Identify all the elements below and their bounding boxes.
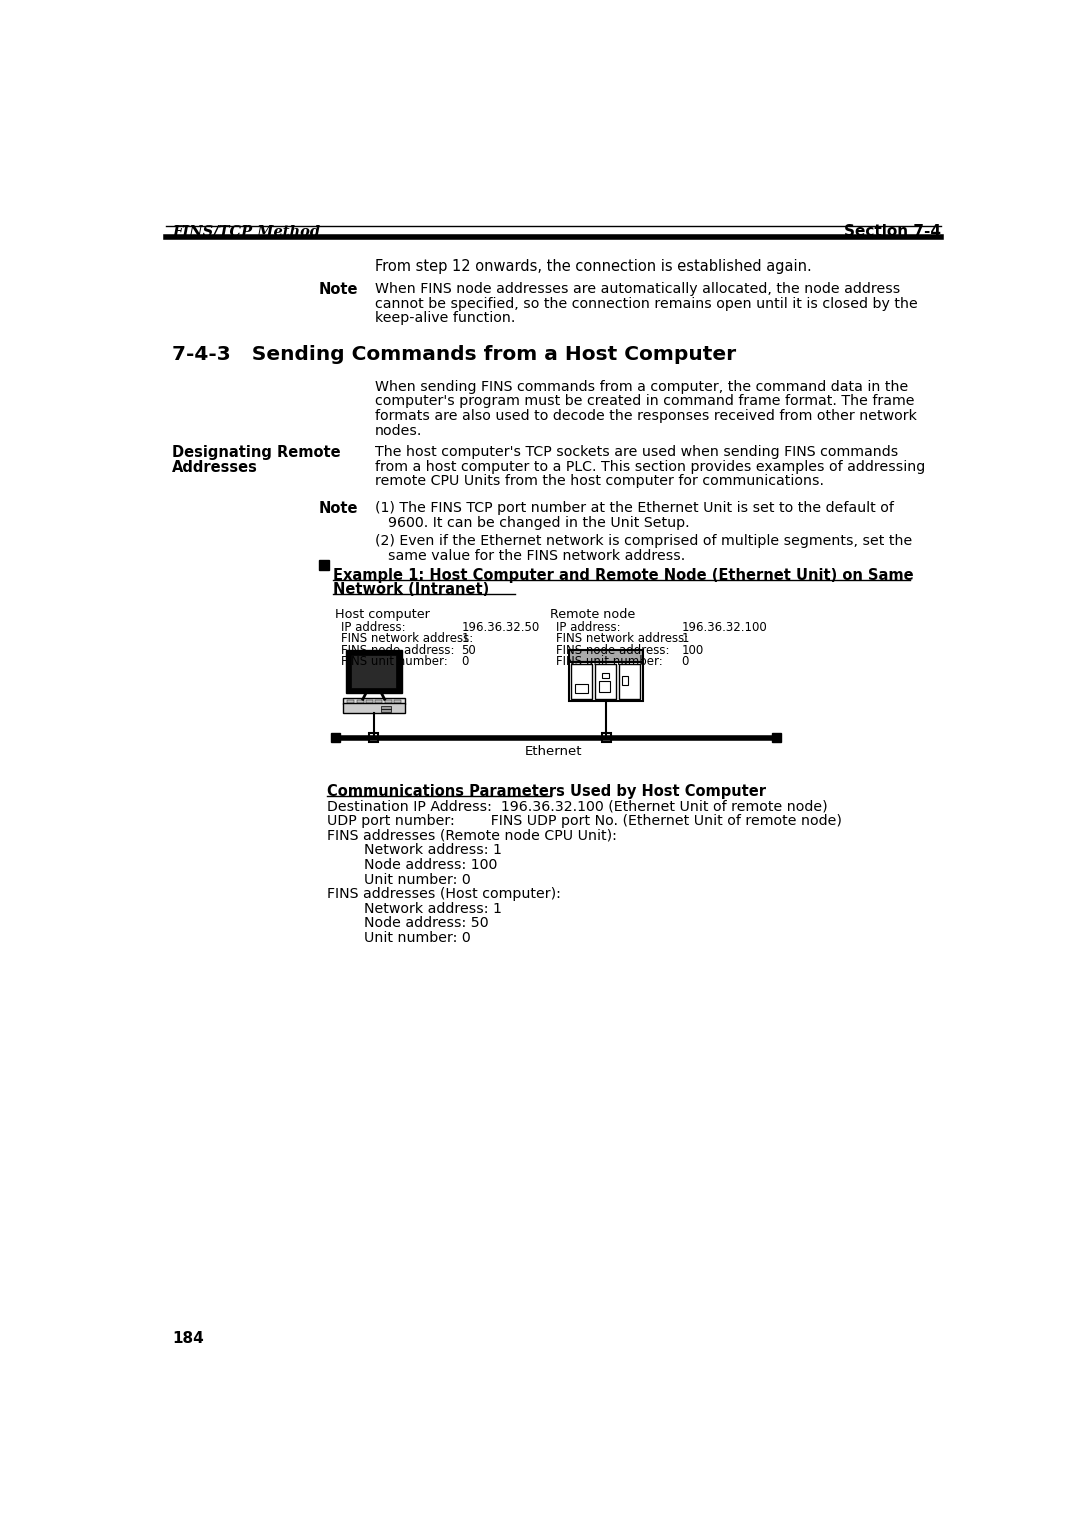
Text: Network address: 1: Network address: 1	[364, 902, 501, 915]
Text: Remote node: Remote node	[550, 608, 635, 622]
Text: FINS unit number:: FINS unit number:	[341, 656, 448, 668]
Text: FINS network address:: FINS network address:	[341, 633, 473, 645]
Text: Addresses: Addresses	[172, 460, 258, 475]
Text: keep-alive function.: keep-alive function.	[375, 312, 515, 325]
Bar	[342, 698, 405, 704]
Text: Network (Intranet): Network (Intranet)	[333, 582, 489, 597]
Bar	[366, 700, 373, 703]
Bar	[569, 662, 644, 701]
Text: FINS addresses (Host computer):: FINS addresses (Host computer):	[327, 888, 562, 902]
Text: nodes.: nodes.	[375, 423, 422, 437]
Text: The host computer's TCP sockets are used when sending FINS commands: The host computer's TCP sockets are used…	[375, 445, 899, 458]
Text: When sending FINS commands from a computer, the command data in the: When sending FINS commands from a comput…	[375, 380, 908, 394]
Text: Host computer: Host computer	[335, 608, 430, 622]
Bar	[384, 700, 392, 703]
Bar	[319, 559, 328, 570]
Bar	[570, 663, 592, 700]
Text: (1) The FINS TCP port number at the Ethernet Unit is set to the default of: (1) The FINS TCP port number at the Ethe…	[375, 501, 894, 515]
Text: Unit number: 0: Unit number: 0	[364, 931, 471, 944]
Text: FINS addresses (Remote node CPU Unit):: FINS addresses (Remote node CPU Unit):	[327, 828, 617, 842]
Text: When FINS node addresses are automatically allocated, the node address: When FINS node addresses are automatical…	[375, 283, 901, 296]
Bar	[381, 709, 391, 712]
Text: 9600. It can be changed in the Unit Setup.: 9600. It can be changed in the Unit Setu…	[389, 516, 690, 530]
Text: remote CPU Units from the host computer for communications.: remote CPU Units from the host computer …	[375, 474, 824, 489]
Text: FINS node address:: FINS node address:	[556, 643, 670, 657]
Bar	[569, 649, 644, 662]
Text: Section 7-4: Section 7-4	[843, 223, 941, 238]
Text: 100: 100	[681, 643, 704, 657]
Bar	[342, 703, 405, 714]
Text: (2) Even if the Ethernet network is comprised of multiple segments, set the: (2) Even if the Ethernet network is comp…	[375, 535, 913, 549]
Text: FINS unit number:: FINS unit number:	[556, 656, 662, 668]
Text: computer's program must be created in command frame format. The frame: computer's program must be created in co…	[375, 394, 915, 408]
Text: formats are also used to decode the responses received from other network: formats are also used to decode the resp…	[375, 410, 917, 423]
Text: 50: 50	[461, 643, 476, 657]
Text: Designating Remote: Designating Remote	[172, 445, 341, 460]
Text: 0: 0	[681, 656, 689, 668]
Bar	[381, 706, 391, 709]
Text: 7-4-3   Sending Commands from a Host Computer: 7-4-3 Sending Commands from a Host Compu…	[172, 345, 737, 364]
Text: same value for the FINS network address.: same value for the FINS network address.	[389, 549, 686, 564]
Bar	[599, 681, 610, 692]
Bar	[576, 685, 588, 694]
Bar	[394, 700, 401, 703]
Bar	[602, 672, 609, 678]
Bar	[375, 700, 382, 703]
Text: FINS node address:: FINS node address:	[341, 643, 455, 657]
Bar	[369, 733, 378, 743]
Bar	[772, 733, 781, 743]
Text: Example 1: Host Computer and Remote Node (Ethernet Unit) on Same: Example 1: Host Computer and Remote Node…	[333, 568, 914, 584]
Bar	[346, 649, 402, 694]
Bar	[332, 733, 340, 743]
Text: FINS network address:: FINS network address:	[556, 633, 688, 645]
Text: Note: Note	[319, 501, 359, 516]
Bar	[348, 700, 354, 703]
Text: Destination IP Address:  196.36.32.100 (Ethernet Unit of remote node): Destination IP Address: 196.36.32.100 (E…	[327, 799, 828, 813]
Text: from a host computer to a PLC. This section provides examples of addressing: from a host computer to a PLC. This sect…	[375, 460, 926, 474]
Text: Note: Note	[319, 283, 359, 296]
Text: 1: 1	[461, 633, 469, 645]
Text: 1: 1	[681, 633, 689, 645]
Bar	[622, 677, 627, 686]
Text: Communications Parameters Used by Host Computer: Communications Parameters Used by Host C…	[327, 784, 766, 799]
Text: FINS/TCP Method: FINS/TCP Method	[172, 225, 321, 238]
Text: UDP port number:        FINS UDP port No. (Ethernet Unit of remote node): UDP port number: FINS UDP port No. (Ethe…	[327, 814, 842, 828]
Text: 0: 0	[461, 656, 469, 668]
Text: 184: 184	[172, 1331, 204, 1346]
Text: From step 12 onwards, the connection is established again.: From step 12 onwards, the connection is …	[375, 258, 812, 274]
Bar	[356, 700, 364, 703]
Bar	[602, 733, 611, 743]
Text: IP address:: IP address:	[556, 620, 620, 634]
Text: Ethernet: Ethernet	[525, 746, 582, 758]
Bar	[351, 654, 396, 689]
Bar	[619, 663, 640, 700]
Text: 196.36.32.50: 196.36.32.50	[461, 620, 540, 634]
Text: Node address: 100: Node address: 100	[364, 857, 497, 872]
Text: cannot be specified, so the connection remains open until it is closed by the: cannot be specified, so the connection r…	[375, 296, 918, 310]
Text: Node address: 50: Node address: 50	[364, 917, 488, 931]
Text: 196.36.32.100: 196.36.32.100	[681, 620, 767, 634]
Text: IP address:: IP address:	[341, 620, 406, 634]
Text: Network address: 1: Network address: 1	[364, 843, 501, 857]
Bar	[595, 663, 617, 700]
Text: Unit number: 0: Unit number: 0	[364, 872, 471, 886]
